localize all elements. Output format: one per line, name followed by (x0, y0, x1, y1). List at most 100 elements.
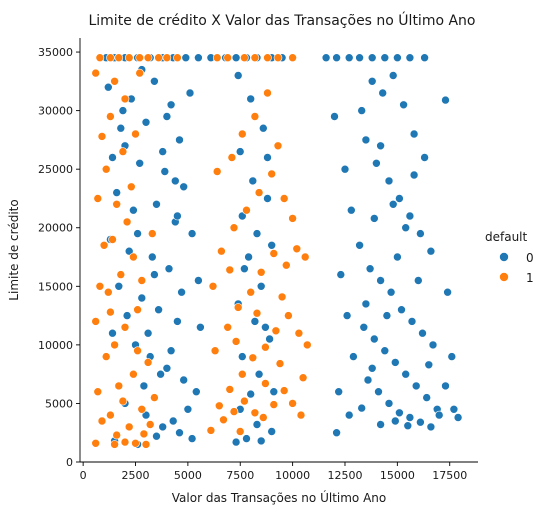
scatter-point-series-1 (240, 396, 249, 406)
scatter-point-series-0 (393, 252, 402, 262)
scatter-point-series-0 (263, 194, 272, 203)
scatter-point-series-0 (261, 322, 270, 332)
scatter-point-series-0 (405, 211, 415, 221)
scatter-point-series-0 (359, 322, 369, 332)
scatter-point-series-0 (118, 106, 128, 115)
scatter-point-series-1 (250, 53, 260, 63)
legend: default 0 1 (485, 230, 534, 285)
y-tick-label: 5000 (45, 397, 73, 410)
scatter-point-series-1 (210, 346, 220, 356)
scatter-point-series-0 (231, 53, 241, 63)
scatter-point-series-0 (143, 328, 153, 338)
scatter-point-series-0 (252, 420, 262, 429)
scatter-point-series-0 (141, 118, 151, 127)
scatter-point-series-0 (441, 381, 450, 391)
scatter-point-series-0 (238, 211, 247, 221)
scatter-point-series-0 (116, 123, 126, 133)
x-tick-label: 0 (80, 469, 87, 482)
y-tick-label: 25000 (38, 163, 73, 176)
scatter-point-series-0 (332, 53, 341, 63)
scatter-point-series-1 (93, 194, 103, 203)
scatter-point-series-1 (229, 223, 239, 232)
scatter-point-series-1 (116, 270, 126, 279)
x-axis-label: Valor das Transações no Último Ano (172, 490, 386, 505)
scatter-point-series-0 (104, 82, 113, 92)
chart-title: Limite de crédito X Valor das Transações… (88, 11, 475, 29)
scatter-point-series-0 (361, 299, 371, 309)
scatter-point-series-1 (288, 214, 297, 223)
scatter-point-series-0 (139, 381, 149, 391)
scatter-point-series-0 (376, 141, 385, 151)
scatter-point-series-1 (300, 252, 310, 262)
scatter-point-series-1 (281, 260, 291, 270)
scatter-point-series-0 (246, 94, 255, 104)
scatter-point-series-1 (208, 281, 218, 291)
scatter-point-series-0 (124, 246, 134, 256)
scatter-point-series-1 (212, 53, 222, 63)
scatter-point-series-1 (242, 205, 251, 215)
scatter-point-series-1 (296, 410, 306, 420)
scatter-point-series-0 (185, 88, 195, 98)
y-tick-label: 30000 (38, 105, 73, 118)
scatter-point-series-0 (355, 241, 364, 250)
scatter-point-series-0 (141, 410, 151, 420)
scatter-point-series-0 (401, 369, 411, 379)
scatter-point-series-1 (212, 167, 222, 176)
scatter-point-series-0 (233, 71, 243, 80)
scatter-point-series-0 (187, 434, 197, 443)
scatter-point-series-0 (395, 194, 404, 203)
scatter-point-series-1 (229, 407, 239, 416)
scatter-point-series-1 (120, 94, 130, 104)
scatter-point-series-1 (120, 437, 130, 447)
scatter-point-series-0 (416, 417, 425, 427)
x-tick-label: 7500 (226, 469, 254, 482)
scatter-point-series-1 (302, 340, 312, 350)
scatter-point-series-1 (104, 287, 113, 297)
legend-marker-1 (499, 272, 509, 282)
scatter-point-series-1 (225, 385, 235, 394)
x-tick-label: 2500 (122, 469, 150, 482)
x-tick-label: 17500 (432, 469, 467, 482)
scatter-point-series-0 (244, 252, 253, 262)
scatter-point-series-0 (367, 77, 377, 86)
scatter-point-series-0 (160, 167, 170, 176)
scatter-point-series-1 (91, 68, 100, 78)
scatter-point-series-0 (235, 147, 245, 156)
scatter-point-series-0 (403, 421, 413, 431)
scatter-point-series-0 (420, 53, 429, 63)
scatter-point-series-1 (261, 342, 270, 352)
scatter-point-series-0 (162, 112, 172, 121)
scatter-point-series-1 (99, 241, 109, 250)
scatter-point-series-1 (95, 53, 105, 63)
scatter-point-series-1 (250, 408, 260, 418)
scatter-point-series-0 (137, 293, 147, 303)
scatter-point-series-0 (173, 317, 182, 326)
scatter-point-series-0 (344, 53, 354, 63)
scatter-point-series-0 (355, 53, 364, 63)
scatter-point-series-0 (382, 311, 392, 320)
scatter-point-series-0 (390, 358, 400, 367)
scatter-point-series-1 (114, 381, 124, 391)
scatter-point-series-0 (194, 276, 203, 285)
scatter-point-series-1 (271, 326, 281, 336)
scatter-point-series-0 (231, 437, 241, 447)
x-tick-label: 12500 (327, 469, 362, 482)
scatter-point-series-1 (97, 132, 107, 141)
scatter-point-series-0 (453, 413, 463, 422)
scatter-point-series-1 (114, 53, 124, 63)
scatter-point-series-1 (250, 112, 260, 121)
scatter-point-series-1 (110, 340, 119, 350)
scatter-point-series-1 (131, 438, 140, 448)
scatter-point-series-0 (372, 159, 381, 168)
scatter-point-series-0 (133, 229, 142, 238)
x-tick-label: 5000 (174, 469, 202, 482)
scatter-point-series-0 (108, 328, 117, 338)
scatter-point-series-0 (376, 420, 385, 429)
scatter-point-series-0 (413, 276, 423, 285)
scatter-point-series-0 (336, 270, 346, 279)
scatter-point-series-0 (150, 77, 159, 86)
scatter-point-series-1 (106, 53, 115, 63)
scatter-point-series-1 (267, 169, 277, 179)
x-ticks: 0 2500 5000 7500 10000 12500 15000 17500 (80, 462, 467, 482)
scatter-point-series-1 (131, 129, 140, 139)
